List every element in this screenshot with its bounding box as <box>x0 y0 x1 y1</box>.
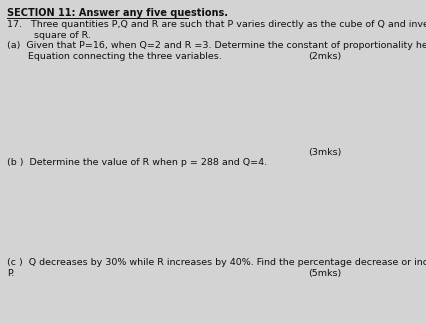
Text: P.: P. <box>7 269 14 278</box>
Text: (b )  Determine the value of R when p = 288 and Q=4.: (b ) Determine the value of R when p = 2… <box>7 158 267 167</box>
Text: square of R.: square of R. <box>7 31 91 40</box>
Text: (3mks): (3mks) <box>308 148 341 157</box>
Text: (2mks): (2mks) <box>308 52 341 61</box>
Text: (a)  Given that P=16, when Q=2 and R =3. Determine the constant of proportionali: (a) Given that P=16, when Q=2 and R =3. … <box>7 41 426 50</box>
Text: SECTION 11: Answer any five questions.: SECTION 11: Answer any five questions. <box>7 8 228 18</box>
Text: 17.   Three quantities P,Q and R are such that P varies directly as the cube of : 17. Three quantities P,Q and R are such … <box>7 20 426 29</box>
Text: (5mks): (5mks) <box>308 269 341 278</box>
Text: (c )  Q decreases by 30% while R increases by 40%. Find the percentage decrease : (c ) Q decreases by 30% while R increase… <box>7 258 426 267</box>
Text: Equation connecting the three variables.: Equation connecting the three variables. <box>7 52 222 61</box>
